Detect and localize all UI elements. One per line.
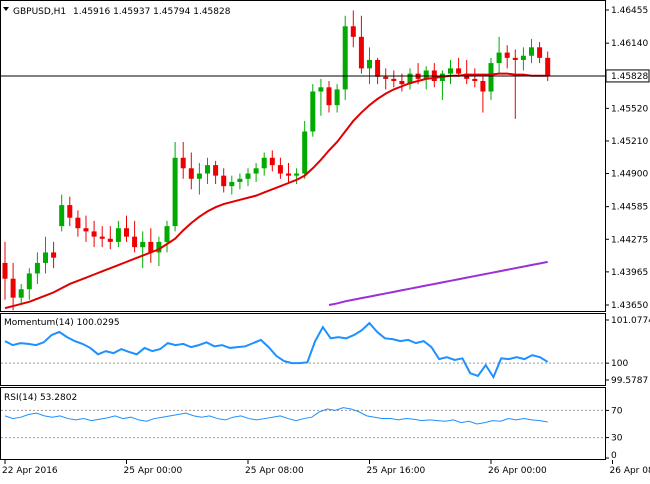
candle-body — [92, 231, 97, 236]
candle-body — [286, 174, 291, 176]
candle-body — [173, 158, 178, 226]
candle-body — [67, 205, 72, 218]
candle-body — [383, 77, 388, 79]
candle-body — [424, 70, 429, 78]
price-tick-label: 1.46455 — [611, 6, 648, 16]
time-tick-label: 25 Apr 00:00 — [124, 466, 183, 476]
candle-body — [35, 263, 40, 274]
candle-body — [181, 158, 186, 169]
candle-body — [391, 79, 396, 81]
candle-body — [189, 168, 194, 179]
candle-body — [140, 242, 145, 247]
price-tick-label: 1.44585 — [611, 203, 648, 213]
price-tick-label: 1.45828 — [611, 72, 648, 82]
candle-body — [132, 237, 137, 248]
candle-body — [229, 182, 234, 186]
candle-body — [294, 174, 299, 176]
time-tick-label: 26 Apr 08:00 — [610, 466, 650, 476]
time-tick-label: 25 Apr 16:00 — [367, 466, 426, 476]
candle-body — [262, 158, 267, 169]
candle-body — [278, 165, 283, 173]
candle-body — [318, 87, 323, 91]
price-tick-label: 1.44275 — [611, 235, 648, 245]
candle-body — [310, 92, 315, 132]
candle-body — [497, 53, 502, 64]
candle-body — [529, 47, 534, 55]
candle-body — [302, 131, 307, 173]
candle-body — [116, 228, 121, 242]
price-tick-label: 1.44900 — [611, 170, 648, 180]
candle-body — [343, 26, 348, 89]
candle-body — [27, 273, 32, 289]
price-tick-label: 1.43650 — [611, 301, 648, 311]
candle-body — [59, 205, 64, 226]
time-tick-label: 25 Apr 08:00 — [245, 466, 304, 476]
candle-body — [513, 58, 518, 60]
candle-body — [11, 279, 16, 298]
candle-body — [505, 53, 510, 58]
candle-body — [84, 228, 89, 231]
candle-body — [399, 81, 404, 84]
rsi-panel-frame — [1, 388, 606, 460]
rsi-tick-label: 70 — [611, 406, 623, 416]
candle-body — [75, 218, 80, 229]
candle-body — [221, 176, 226, 187]
rsi-tick-label: 0 — [611, 451, 617, 461]
candle-body — [165, 226, 170, 242]
candle-body — [254, 168, 259, 173]
candle-body — [3, 263, 8, 279]
candle-body — [43, 252, 48, 263]
price-tick-label: 1.45520 — [611, 104, 648, 114]
candle-body — [246, 174, 251, 179]
candle-body — [545, 58, 550, 76]
candle-body — [205, 165, 210, 173]
candle-body — [100, 237, 105, 239]
candle-body — [335, 89, 340, 105]
candle-body — [521, 56, 526, 60]
candle-body — [456, 68, 461, 73]
candle-body — [124, 228, 129, 236]
time-tick-label: 26 Apr 00:00 — [488, 466, 547, 476]
candle-body — [237, 179, 242, 182]
momentum-tick-label: 100 — [611, 359, 628, 369]
ohlc-label: 1.45916 1.45937 1.45794 1.45828 — [73, 7, 231, 17]
momentum-tick-label: 101.0774 — [611, 316, 650, 326]
candle-body — [197, 174, 202, 179]
candle-body — [367, 60, 372, 68]
candle-body — [19, 289, 24, 297]
price-tick-label: 1.45210 — [611, 137, 648, 147]
momentum-tick-label: 99.5787 — [611, 376, 648, 386]
candle-body — [213, 165, 218, 176]
rsi-label: RSI(14) 53.2802 — [4, 393, 77, 403]
symbol-label: GBPUSD,H1 — [13, 7, 66, 17]
price-tick-label: 1.43965 — [611, 268, 648, 278]
time-tick-label: 22 Apr 2016 — [2, 466, 58, 476]
candle-body — [480, 81, 485, 92]
price-tick-label: 1.46140 — [611, 39, 648, 49]
candle-body — [108, 239, 113, 242]
candle-body — [351, 26, 356, 37]
rsi-tick-label: 30 — [611, 434, 623, 444]
candle-body — [537, 47, 542, 58]
candle-body — [270, 158, 275, 165]
candle-body — [51, 252, 56, 257]
candle-body — [472, 79, 477, 81]
candle-body — [448, 68, 453, 73]
momentum-label: Momentum(14) 100.0295 — [4, 318, 120, 328]
symbol-header: GBPUSD,H1 1.45916 1.45937 1.45794 1.4582… — [3, 7, 231, 17]
candle-body — [489, 63, 494, 91]
candle-body — [327, 87, 332, 105]
candle-body — [375, 60, 380, 77]
candle-body — [359, 37, 364, 69]
